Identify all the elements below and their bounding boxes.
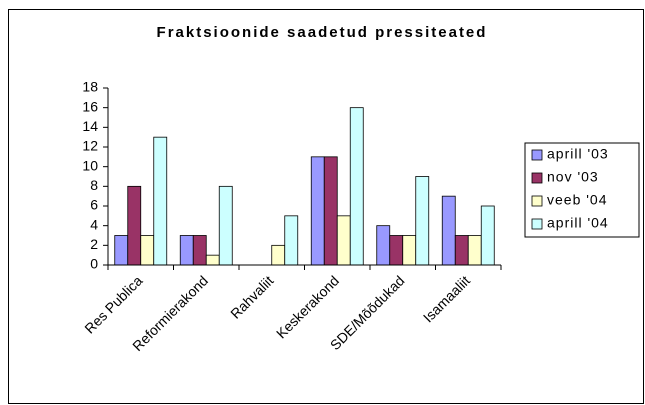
bar bbox=[467, 235, 482, 266]
bar bbox=[402, 235, 417, 266]
y-tick-label: 4 bbox=[90, 216, 98, 232]
bar bbox=[153, 136, 168, 266]
y-tick-label: 14 bbox=[82, 118, 98, 134]
bar bbox=[441, 195, 456, 266]
y-tick-label: 0 bbox=[90, 256, 98, 272]
bar bbox=[114, 235, 129, 266]
bar bbox=[323, 156, 338, 266]
legend-label: nov '03 bbox=[547, 169, 599, 185]
legend-label: aprill '04 bbox=[547, 215, 609, 231]
bar bbox=[310, 156, 325, 266]
legend-swatch bbox=[531, 218, 543, 230]
bar bbox=[192, 235, 207, 266]
bar bbox=[140, 235, 155, 266]
legend-box bbox=[524, 142, 640, 238]
bar bbox=[415, 176, 430, 266]
bar bbox=[205, 254, 220, 266]
y-tick-label: 16 bbox=[82, 98, 98, 114]
bar bbox=[480, 205, 495, 266]
legend-swatch bbox=[531, 149, 543, 161]
bar bbox=[454, 235, 469, 266]
bar bbox=[179, 235, 194, 266]
bar bbox=[389, 235, 404, 266]
y-tick-label: 18 bbox=[82, 79, 98, 95]
bar bbox=[271, 244, 286, 266]
y-tick-label: 6 bbox=[90, 197, 98, 213]
bar bbox=[336, 215, 351, 266]
legend-swatch bbox=[531, 195, 543, 207]
y-tick-label: 8 bbox=[90, 177, 98, 193]
chart-title: Fraktsioonide saadetud pressiteated bbox=[157, 24, 488, 41]
y-tick-label: 12 bbox=[82, 138, 98, 154]
bar bbox=[127, 185, 142, 266]
y-tick-label: 10 bbox=[82, 157, 98, 173]
bar bbox=[284, 215, 299, 266]
bar bbox=[376, 225, 391, 266]
bar bbox=[218, 185, 233, 266]
legend-swatch bbox=[531, 172, 543, 184]
bar bbox=[349, 107, 364, 266]
y-tick-label: 2 bbox=[90, 236, 98, 252]
legend-label: aprill '03 bbox=[547, 146, 609, 162]
legend-label: veeb '04 bbox=[547, 192, 608, 208]
